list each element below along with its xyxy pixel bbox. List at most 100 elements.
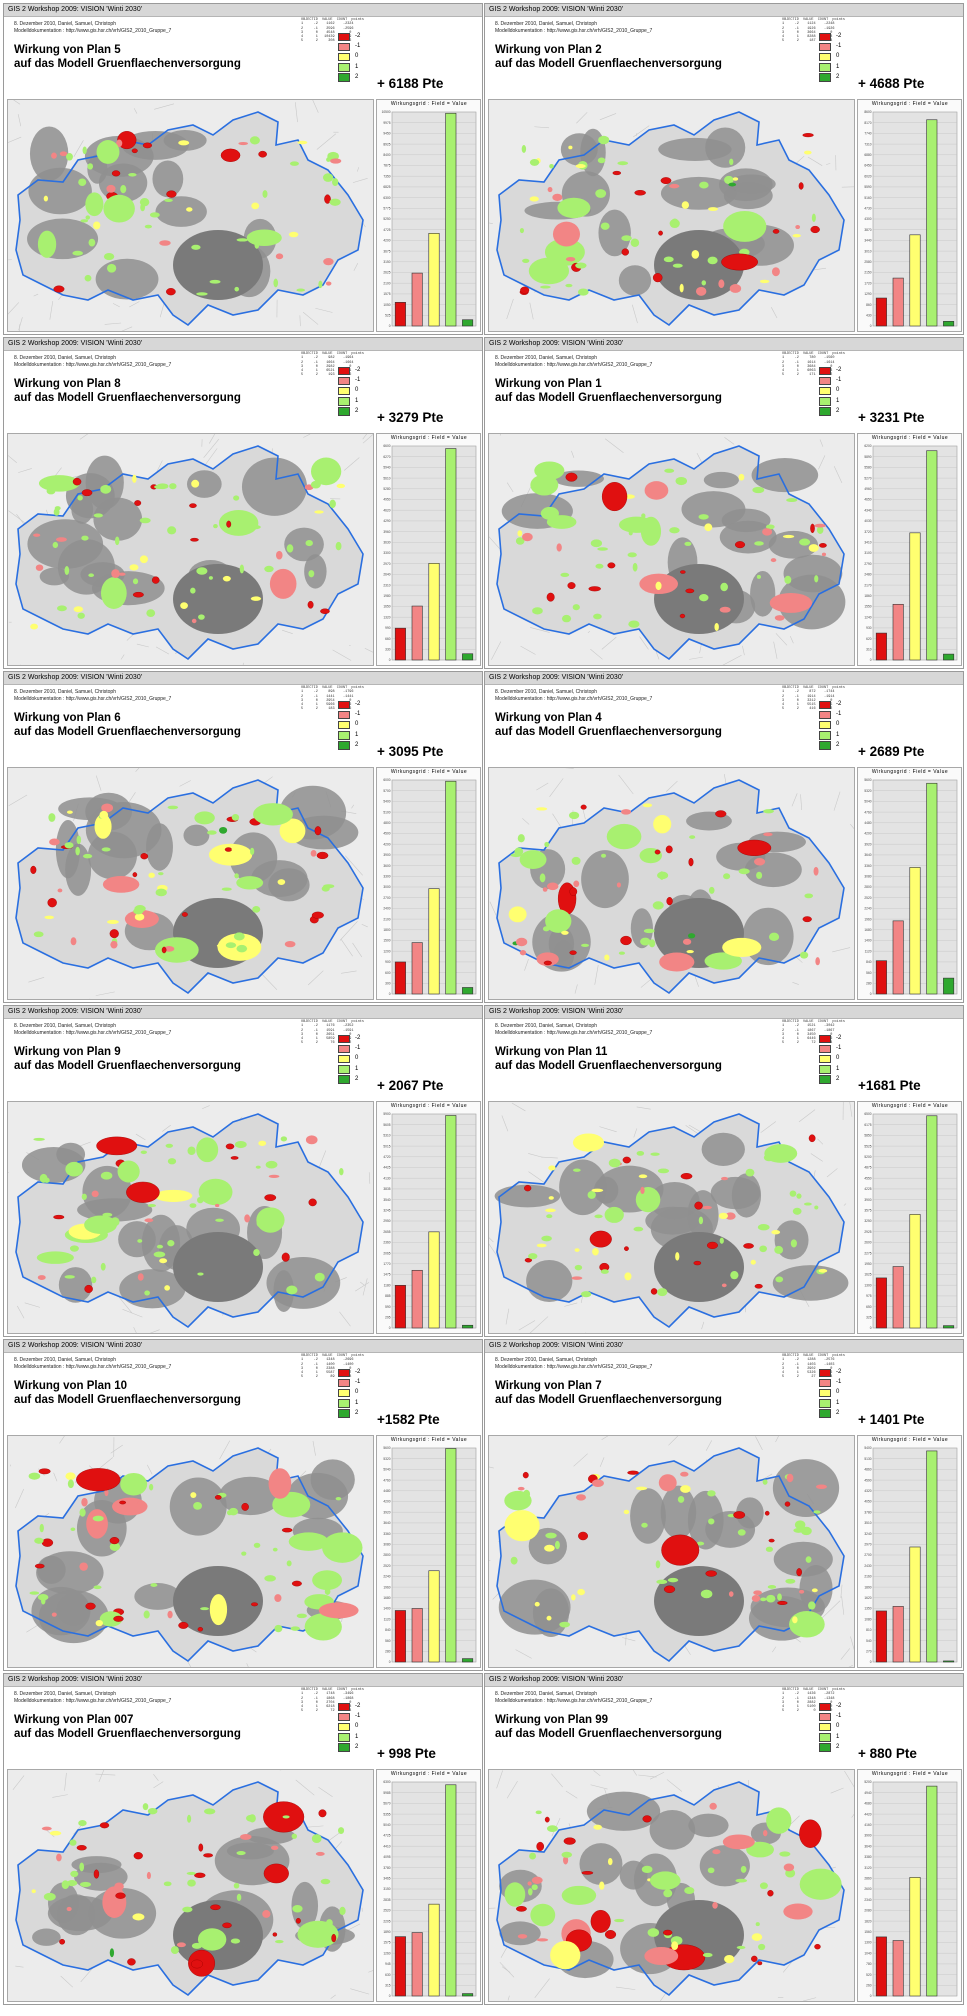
map-texture-line	[489, 222, 493, 224]
impact-patch	[814, 575, 819, 583]
impact-patch	[622, 1156, 631, 1164]
map-texture-line	[80, 1968, 93, 1983]
bar--2	[875, 1936, 887, 1997]
impact-patch	[61, 1880, 70, 1889]
legend-label: 2	[355, 1743, 359, 1750]
impact-patch	[557, 197, 591, 219]
impact-patch	[540, 285, 551, 289]
impact-patch	[169, 483, 177, 490]
y-tick-label: 4200	[383, 842, 390, 846]
impact-patch	[149, 1483, 154, 1491]
y-tick-label: 5040	[864, 800, 871, 804]
map-texture-line	[8, 510, 29, 526]
impact-patch	[113, 1615, 124, 1622]
authors-line: 8. Dezember 2010, Daniel, Samuel, Christ…	[14, 689, 116, 695]
bar-2	[462, 653, 474, 661]
documentation-link[interactable]: Modelldokumentation : http://www.gis.hsr…	[14, 1364, 172, 1370]
impact-patch	[132, 872, 138, 878]
documentation-link[interactable]: Modelldokumentation : http://www.gis.hsr…	[14, 362, 172, 368]
legend-swatch	[338, 1075, 350, 1084]
impact-patch	[49, 838, 60, 846]
documentation-link[interactable]: Modelldokumentation : http://www.gis.hsr…	[495, 362, 653, 368]
y-tick-label: 2360	[383, 1241, 390, 1245]
municipality-boundary	[15, 445, 364, 661]
impact-patch	[47, 898, 57, 908]
impact-patch	[756, 871, 763, 880]
forest-patch	[498, 1579, 571, 1635]
map-texture-line	[840, 1584, 843, 1598]
impact-patch	[652, 273, 663, 283]
y-tick-label: 4425	[383, 1166, 390, 1170]
map-texture-line	[162, 1124, 171, 1132]
impact-patch	[810, 225, 820, 234]
impact-patch	[272, 1547, 278, 1552]
impact-patch	[754, 1283, 763, 1289]
documentation-link[interactable]: Modelldokumentation : http://www.gis.hsr…	[14, 1030, 172, 1036]
impact-patch	[677, 1495, 685, 1503]
impact-patch	[720, 582, 728, 592]
documentation-link[interactable]: Modelldokumentation : http://www.gis.hsr…	[14, 1698, 172, 1704]
plan-title: Wirkung von Plan 5 auf das Modell Gruenf…	[14, 43, 241, 71]
impact-patch	[280, 1136, 288, 1142]
chart-title: Wirkungsgrid : Field = Value	[871, 1771, 949, 1777]
y-tick-label: 4200	[383, 239, 390, 243]
impact-patch	[264, 565, 274, 573]
impact-patch	[504, 1882, 526, 1907]
y-tick-label: 2800	[864, 885, 871, 889]
legend-swatch	[819, 386, 831, 396]
documentation-link[interactable]: Modelldokumentation : http://www.gis.hsr…	[14, 28, 172, 34]
legend-swatch	[819, 407, 831, 416]
impact-patch	[115, 1892, 126, 1899]
stats-row: 5 2 183 366	[301, 707, 352, 712]
impact-patch	[623, 1509, 630, 1515]
workshop-banner: GIS 2 Workshop 2009: VISION 'Winti 2030'	[4, 1006, 482, 1019]
map-texture-line	[632, 1770, 638, 1776]
impact-patch	[519, 950, 527, 956]
impact-patch	[338, 1827, 345, 1835]
documentation-link[interactable]: Modelldokumentation : http://www.gis.hsr…	[495, 696, 653, 702]
map-texture-line	[341, 970, 357, 974]
documentation-link[interactable]: Modelldokumentation : http://www.gis.hsr…	[495, 1698, 653, 1704]
y-tick-label: 6300	[383, 196, 390, 200]
y-tick-label: 0	[389, 1660, 391, 1664]
documentation-link[interactable]: Modelldokumentation : http://www.gis.hsr…	[495, 1364, 653, 1370]
y-tick-label: 5775	[383, 207, 390, 211]
documentation-link[interactable]: Modelldokumentation : http://www.gis.hsr…	[495, 1030, 653, 1036]
histogram-chart: Wirkungsgrid : Field = Value 0 430 860 1290…	[857, 99, 962, 332]
map-texture-line	[339, 921, 358, 941]
impact-patch	[783, 1903, 813, 1920]
impact-patch	[663, 256, 674, 263]
y-tick-label: 6880	[864, 153, 871, 157]
y-tick-label: 3960	[383, 530, 390, 534]
plan-panel-8: GIS 2 Workshop 2009: VISION 'Winti 2030'…	[484, 1005, 964, 1337]
bar--1	[892, 1606, 904, 1663]
documentation-link[interactable]: Modelldokumentation : http://www.gis.hsr…	[14, 696, 172, 702]
map-texture-line	[795, 155, 805, 164]
impact-patch	[689, 835, 696, 839]
map-texture-line	[844, 1770, 854, 1788]
bar-1	[926, 1785, 938, 1997]
y-tick-label: 1720	[864, 281, 871, 285]
impact-patch	[595, 189, 607, 198]
map-texture-line	[659, 1992, 667, 2001]
histogram-chart: Wirkungsgrid : Field = Value 0 280 560 840 1…	[857, 767, 962, 1000]
y-tick-label: 325	[866, 1316, 872, 1320]
documentation-link[interactable]: Modelldokumentation : http://www.gis.hsr…	[495, 28, 653, 34]
y-tick-label: 1260	[383, 1951, 390, 1955]
y-tick-label: 7740	[864, 132, 871, 136]
impact-patch	[264, 1194, 277, 1201]
y-tick-label: 0	[389, 1994, 391, 1998]
impact-patch	[792, 233, 801, 238]
impact-patch	[552, 193, 563, 201]
map-texture-line	[742, 645, 745, 656]
hill-area	[654, 898, 744, 968]
impact-patch	[99, 810, 109, 820]
impact-patch	[230, 1938, 241, 1944]
y-tick-label: 1350	[864, 1607, 871, 1611]
impact-patch	[273, 278, 279, 288]
impact-patch	[568, 145, 573, 150]
map-texture-line	[18, 324, 20, 331]
legend-swatch	[338, 42, 350, 52]
plan-title-line1: Wirkung von Plan 007	[14, 1714, 134, 1726]
